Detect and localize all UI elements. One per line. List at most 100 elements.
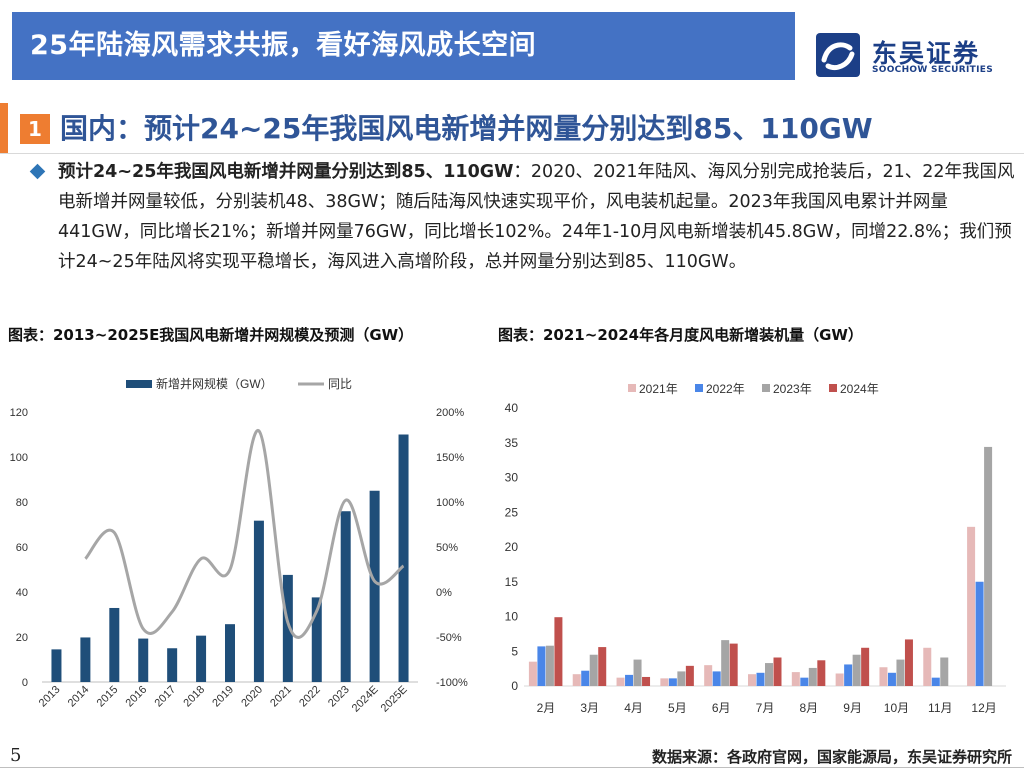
company-logo: 东吴证券 SOOCHOW SECURITIES [814, 30, 1014, 82]
bar-2021年-12月 [967, 526, 976, 686]
y2-tick-label: 0% [436, 587, 452, 599]
bar-2023年-5月 [677, 671, 686, 686]
y2-tick-label: 100% [436, 497, 464, 509]
bar-2016 [138, 638, 149, 682]
bar-2021年-2月 [528, 661, 537, 686]
x-tick-label: 8月 [799, 701, 818, 715]
bar-2024年-2月 [554, 617, 563, 686]
bar-2022年-5月 [668, 678, 677, 686]
bar-2024年-8月 [817, 660, 826, 686]
bullet-text: 预计24~25年我国风电新增并网量分别达到85、110GW：2020、2021年… [58, 157, 1015, 277]
x-tick-label: 2025E [379, 684, 410, 715]
y-tick-label: 40 [505, 401, 519, 415]
logo-name-cn: 东吴证券 [872, 39, 981, 68]
bar-2023年-3月 [589, 654, 598, 686]
y-tick-label: 20 [16, 632, 28, 644]
legend-label: 2023年 [773, 382, 812, 396]
bar-2022年-6月 [712, 671, 721, 686]
bar-2023年-11月 [940, 657, 949, 686]
y-tick-label: 15 [505, 575, 519, 589]
x-tick-label: 6月 [712, 701, 731, 715]
bar-2022年-10月 [887, 672, 896, 686]
bar-2021年-11月 [923, 647, 932, 686]
bar-2025E [398, 434, 409, 682]
right-chart-caption: 图表：2021~2024年各月度风电新增装机量（GW） [498, 326, 863, 344]
section-divider [0, 153, 1024, 154]
bullet-lead: 预计24~25年我国风电新增并网量分别达到85、110GW [58, 162, 514, 182]
y-tick-label: 120 [10, 407, 28, 419]
bar-2013 [51, 649, 62, 682]
bar-2018 [196, 635, 207, 682]
bar-2023年-10月 [896, 659, 905, 686]
bar-2024E [369, 490, 380, 682]
bar-2021年-4月 [616, 677, 625, 686]
x-tick-label: 2020 [239, 684, 265, 710]
bar-2021年-6月 [704, 665, 713, 686]
bar-2023年-9月 [852, 654, 861, 686]
legend-swatch [628, 384, 636, 392]
bar-2022 [311, 597, 322, 682]
section-header: 1 国内：预计24~25年我国风电新增并网量分别达到85、110GW [0, 103, 1024, 154]
bar-2023年-8月 [808, 667, 817, 686]
y-tick-label: 60 [16, 542, 28, 554]
legend-swatch [762, 384, 770, 392]
page-title: 25年陆海风需求共振，看好海风成长空间 [30, 30, 537, 61]
bar-2021 [282, 574, 293, 682]
y-tick-label: 0 [22, 677, 28, 689]
x-tick-label: 2018 [181, 684, 207, 710]
diamond-bullet-icon [29, 163, 46, 180]
annual-installation-chart: 0 20 40 60 80 100 120 -100% -50% 0% 50% 100% 150% 200… [10, 376, 468, 715]
x-tick-label: 2024E [350, 684, 381, 715]
x-tick-label: 7月 [756, 701, 775, 715]
bar-2024年-6月 [729, 643, 738, 686]
legend-swatch [695, 384, 703, 392]
bar-2021年-7月 [748, 674, 756, 686]
y-tick-label: 0 [511, 679, 518, 693]
x-tick-label: 2017 [152, 684, 178, 710]
y-tick-label: 30 [505, 471, 519, 485]
bar-2024年-4月 [642, 676, 651, 686]
bar-2023年-6月 [721, 640, 730, 686]
bar-2023年-7月 [765, 663, 773, 686]
x-tick-label: 5月 [668, 701, 687, 715]
x-tick-label: 2023 [326, 684, 352, 710]
bar-2014 [80, 637, 91, 682]
y2-tick-label: -100% [436, 677, 468, 689]
bar-2022年-9月 [844, 664, 853, 686]
legend-label-line: 同比 [328, 377, 352, 391]
bar-2022年-3月 [581, 670, 590, 686]
bar-2020 [253, 520, 264, 682]
x-tick-label: 2022 [297, 684, 323, 710]
bar-2024年-3月 [598, 647, 607, 686]
bar-2021年-3月 [572, 674, 581, 686]
bar-2019 [225, 624, 235, 682]
y2-tick-label: 150% [436, 452, 464, 464]
x-tick-label: 10月 [884, 701, 909, 715]
bar-2024年-10月 [904, 639, 913, 686]
logo-name-en: SOOCHOW SECURITIES [872, 65, 993, 75]
x-tick-label: 12月 [971, 701, 996, 715]
left-chart-caption: 图表：2013~2025E我国风电新增并网规模及预测（GW） [8, 326, 414, 344]
section-title: 国内：预计24~25年我国风电新增并网量分别达到85、110GW [60, 112, 873, 145]
bar-2021年-9月 [835, 673, 844, 686]
bar-2022年-11月 [931, 677, 940, 686]
bar-2022年-12月 [975, 581, 984, 686]
page-number: 5 [10, 745, 22, 766]
bullet-body: ：2020、2021年陆风、海风分别完成抢装后，21、22年我国风电新增并网量较… [58, 162, 1015, 272]
y-tick-label: 100 [10, 452, 28, 464]
bar-2017 [167, 648, 178, 682]
bar-2022年-2月 [537, 646, 546, 686]
x-tick-label: 2021 [268, 684, 294, 710]
bar-2021年-8月 [791, 672, 800, 686]
section-accent-bar [0, 103, 8, 153]
legend-swatch [829, 384, 837, 392]
bar-2024年-5月 [685, 665, 694, 686]
section-number-badge: 1 [20, 114, 50, 144]
y-tick-label: 25 [505, 505, 519, 519]
bar-2023 [340, 511, 351, 682]
x-tick-label: 2015 [95, 684, 121, 710]
source-note: 数据来源：各政府官网，国家能源局，东吴证券研究所 [651, 748, 1012, 766]
bar-2022年-4月 [625, 674, 634, 686]
legend-label: 2022年 [706, 382, 745, 396]
x-tick-label: 2013 [37, 684, 63, 710]
